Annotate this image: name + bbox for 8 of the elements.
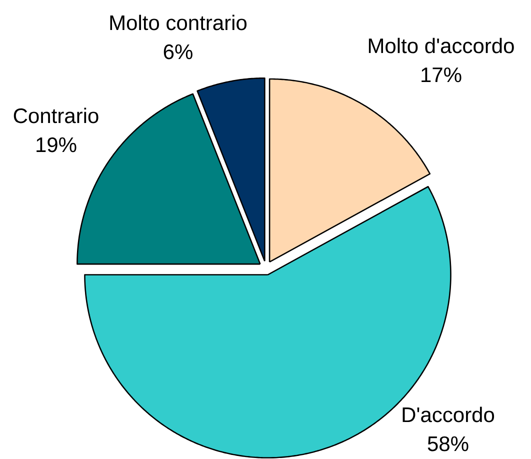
slice-label: D'accordo xyxy=(402,406,494,422)
slice-label: Molto contrario xyxy=(110,14,247,30)
slice-label: Molto d'accordo xyxy=(368,38,514,54)
data-label: 17% xyxy=(422,67,462,82)
slice-label: Contrario xyxy=(14,108,98,124)
data-label: 19% xyxy=(36,137,76,152)
data-label: 6% xyxy=(164,44,192,60)
data-label: 58% xyxy=(428,436,468,452)
